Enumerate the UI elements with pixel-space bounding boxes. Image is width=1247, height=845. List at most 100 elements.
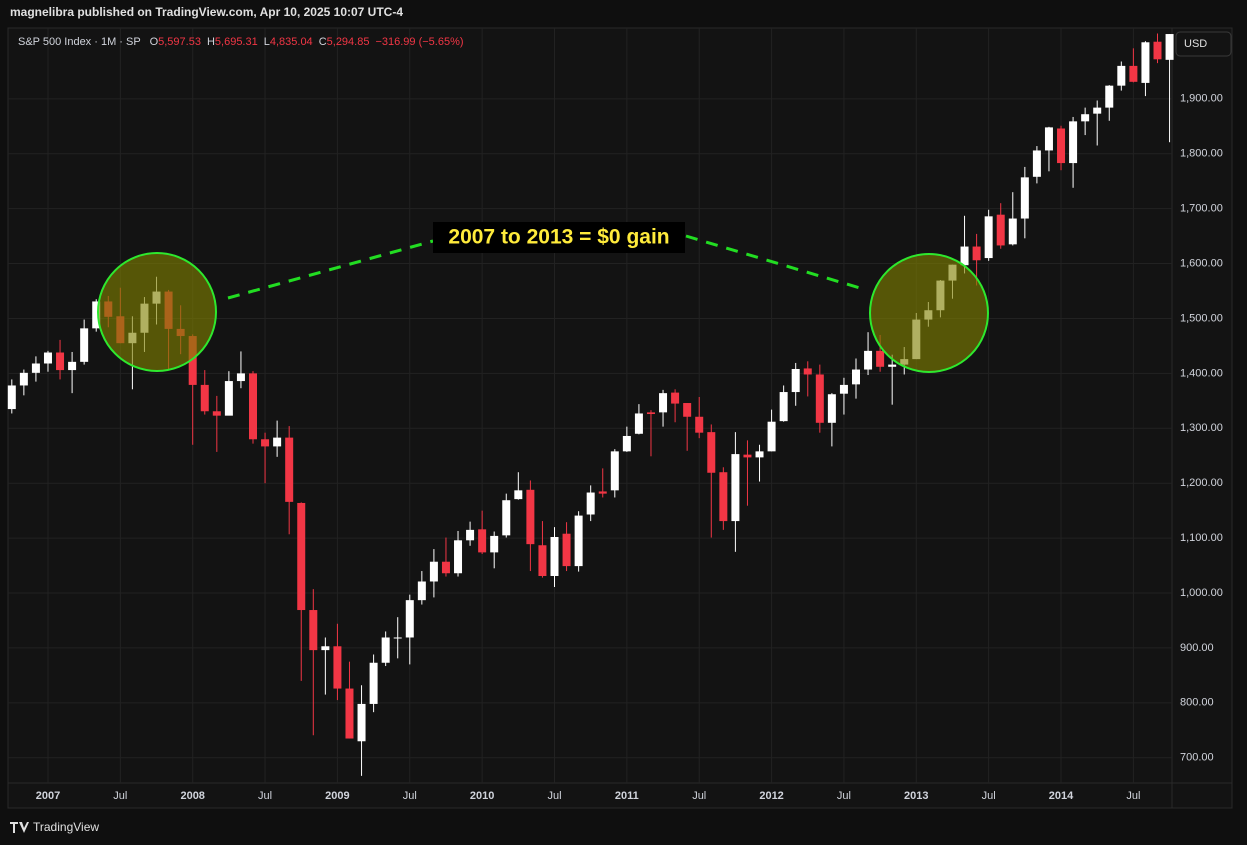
x-tick-label: 2009: [325, 790, 349, 802]
legend-key: O: [150, 36, 159, 48]
candle-body: [671, 392, 680, 404]
candle-body: [19, 372, 28, 386]
x-tick-label: Jul: [258, 790, 272, 802]
candle-body: [1020, 177, 1029, 219]
candle-body: [273, 437, 282, 447]
candle-body: [261, 439, 270, 447]
y-tick-label: 1,700.00: [1180, 203, 1223, 215]
candle-body: [297, 502, 306, 611]
candle-body: [707, 432, 716, 473]
candle-body: [743, 454, 752, 458]
legend-value: 5,597.53: [158, 36, 201, 48]
legend-title: S&P 500 Index · 1M · SP: [18, 36, 141, 48]
y-tick-label: 1,900.00: [1180, 93, 1223, 105]
candle-body: [888, 364, 897, 367]
candle-body: [719, 472, 728, 522]
candle-body: [1081, 114, 1090, 122]
candle-body: [285, 437, 294, 502]
highlight-circle: [97, 252, 217, 372]
candle-body: [502, 500, 511, 536]
y-tick-label: 1,000.00: [1180, 587, 1223, 599]
candle-body: [683, 403, 692, 417]
y-tick-label: 1,500.00: [1180, 312, 1223, 324]
candle-body: [695, 416, 704, 433]
candle-body: [454, 540, 463, 574]
candle-body: [1165, 34, 1174, 60]
candle-body: [514, 490, 523, 500]
candle-body: [731, 454, 740, 522]
footer: TradingView: [10, 820, 99, 834]
candle-body: [393, 637, 402, 639]
candle-body: [490, 535, 499, 553]
currency-label: USD: [1184, 38, 1207, 50]
candle-body: [610, 451, 619, 491]
candle-body: [321, 646, 330, 651]
candle-body: [333, 646, 342, 689]
legend-value: 4,835.04: [270, 36, 313, 48]
y-tick-label: 700.00: [1180, 752, 1214, 764]
candle-body: [309, 610, 318, 651]
brand-logo: [10, 822, 29, 833]
candle-body: [1105, 85, 1114, 108]
candle-body: [550, 537, 559, 576]
x-tick-label: Jul: [403, 790, 417, 802]
candle-body: [1057, 128, 1066, 164]
y-tick-label: 1,200.00: [1180, 477, 1223, 489]
candle-body: [996, 214, 1005, 246]
candle-body: [767, 421, 776, 452]
candle-body: [1069, 121, 1078, 164]
dashed-connector: [685, 234, 861, 290]
candle-body: [622, 435, 631, 452]
candle-body: [779, 392, 788, 422]
candle-body: [1153, 41, 1162, 60]
x-tick-label: Jul: [1126, 790, 1140, 802]
legend-key: H: [207, 36, 215, 48]
candle-body: [1008, 218, 1017, 245]
currency-box: [1175, 31, 1232, 57]
candle-body: [839, 384, 848, 394]
candle-body: [429, 561, 438, 582]
brand-name: TradingView: [33, 820, 99, 834]
candle-body: [1129, 65, 1138, 82]
x-tick-label: 2007: [36, 790, 60, 802]
candle-body: [1032, 150, 1041, 177]
candle-body: [345, 688, 354, 739]
candle-body: [212, 411, 221, 416]
annotation-layer: 2007 to 2013 = $0 gain: [97, 222, 989, 373]
x-tick-label: Jul: [982, 790, 996, 802]
candle-body: [249, 373, 257, 440]
candle-body: [92, 301, 101, 329]
candle-body: [876, 350, 885, 367]
candle-body: [236, 373, 245, 382]
x-tick-label: Jul: [837, 790, 851, 802]
x-tick-label: Jul: [113, 790, 127, 802]
candle-body: [80, 328, 89, 362]
candle-body: [369, 662, 378, 704]
y-tick-label: 1,300.00: [1180, 422, 1223, 434]
candle-body: [43, 352, 52, 364]
annotation-text: 2007 to 2013 = $0 gain: [448, 226, 669, 249]
candle-body: [405, 600, 414, 638]
y-tick-label: 1,800.00: [1180, 148, 1223, 160]
annotation-box: [433, 222, 685, 253]
candle-body: [852, 369, 860, 385]
candle-body: [803, 368, 812, 375]
candle-body: [960, 246, 969, 266]
x-tick-label: 2011: [615, 790, 639, 802]
candle-body: [562, 533, 571, 567]
legend-value: 5,695.31: [215, 36, 258, 48]
candle-body: [188, 336, 197, 385]
candle-body: [864, 350, 873, 370]
x-tick-label: 2012: [759, 790, 783, 802]
y-tick-label: 800.00: [1180, 697, 1214, 709]
x-tick-label: 2010: [470, 790, 494, 802]
legend-key: C: [319, 36, 327, 48]
y-tick-label: 1,600.00: [1180, 257, 1223, 269]
candle-body: [1093, 107, 1102, 114]
candle-body: [417, 581, 426, 601]
dashed-connector: [227, 239, 434, 300]
candle-body: [526, 489, 535, 545]
y-tick-label: 1,100.00: [1180, 532, 1223, 544]
x-tick-label: 2014: [1049, 790, 1074, 802]
